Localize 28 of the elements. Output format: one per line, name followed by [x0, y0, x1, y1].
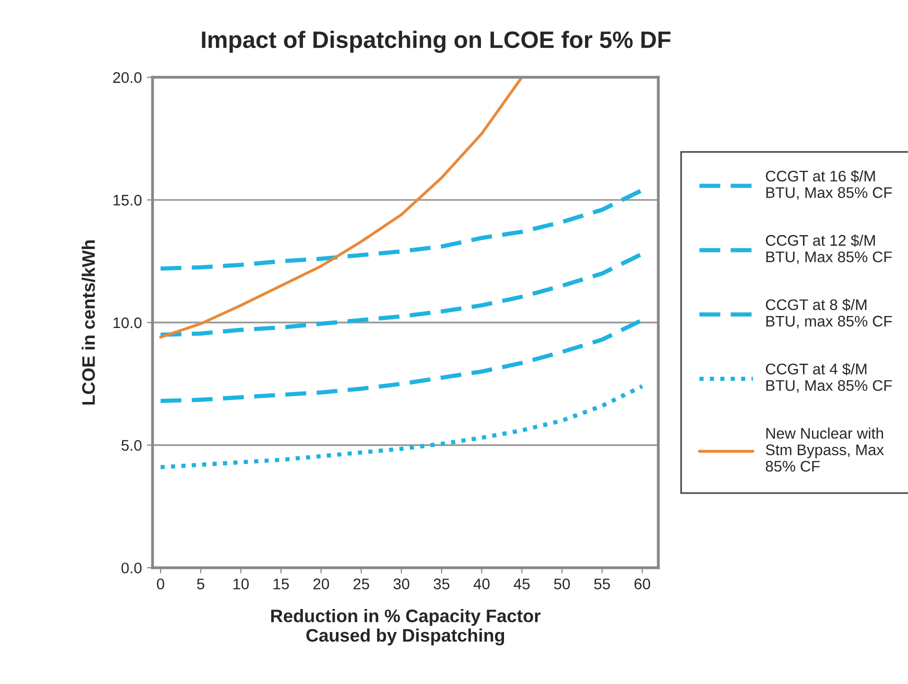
y-tick-label: 10.0 — [114, 317, 142, 328]
legend-label: CCGT at 4 $/M BTU, Max 85% CF — [766, 363, 892, 393]
x-tick-label: 45 — [514, 578, 530, 590]
line-series — [158, 384, 644, 470]
x-tick-label: 10 — [234, 578, 249, 590]
chart-title: Impact of Dispatching on LCOE for 5% DF — [202, 30, 670, 53]
x-tick-label: 20 — [313, 578, 330, 590]
line-series — [159, 77, 524, 339]
y-tick-label: 5.0 — [122, 440, 142, 451]
x-tick-label: 40 — [474, 578, 490, 590]
x-tick-label: 60 — [634, 578, 650, 590]
x-axis-title: Reduction in % Capacity Factor Caused by Dispatching — [271, 609, 541, 646]
y-axis-title: LCOE in cents/kWh — [82, 240, 96, 405]
legend-label: CCGT at 8 $/M BTU, max 85% CF — [766, 298, 892, 328]
x-tick-label: 15 — [274, 578, 289, 590]
y-tick-label: 15.0 — [114, 194, 142, 206]
y-tick-label: 20.0 — [113, 72, 142, 83]
legend-label: CCGT at 12 $/M BTU, Max 85% CF — [766, 234, 892, 264]
x-tick-label: 55 — [594, 578, 610, 590]
y-tick-label: 0.0 — [121, 562, 142, 574]
x-tick-label: 5 — [197, 578, 204, 590]
x-tick-label: 30 — [393, 578, 410, 590]
legend-label: New Nuclear with Stm Bypass, Max 85% CF — [766, 428, 884, 472]
x-tick-label: 25 — [354, 578, 370, 590]
x-tick-label: 35 — [434, 578, 450, 590]
legend-label: CCGT at 16 $/M BTU, Max 85% CF — [766, 170, 892, 200]
x-tick-label: 50 — [554, 578, 570, 590]
x-tick-label: 0 — [156, 578, 164, 590]
